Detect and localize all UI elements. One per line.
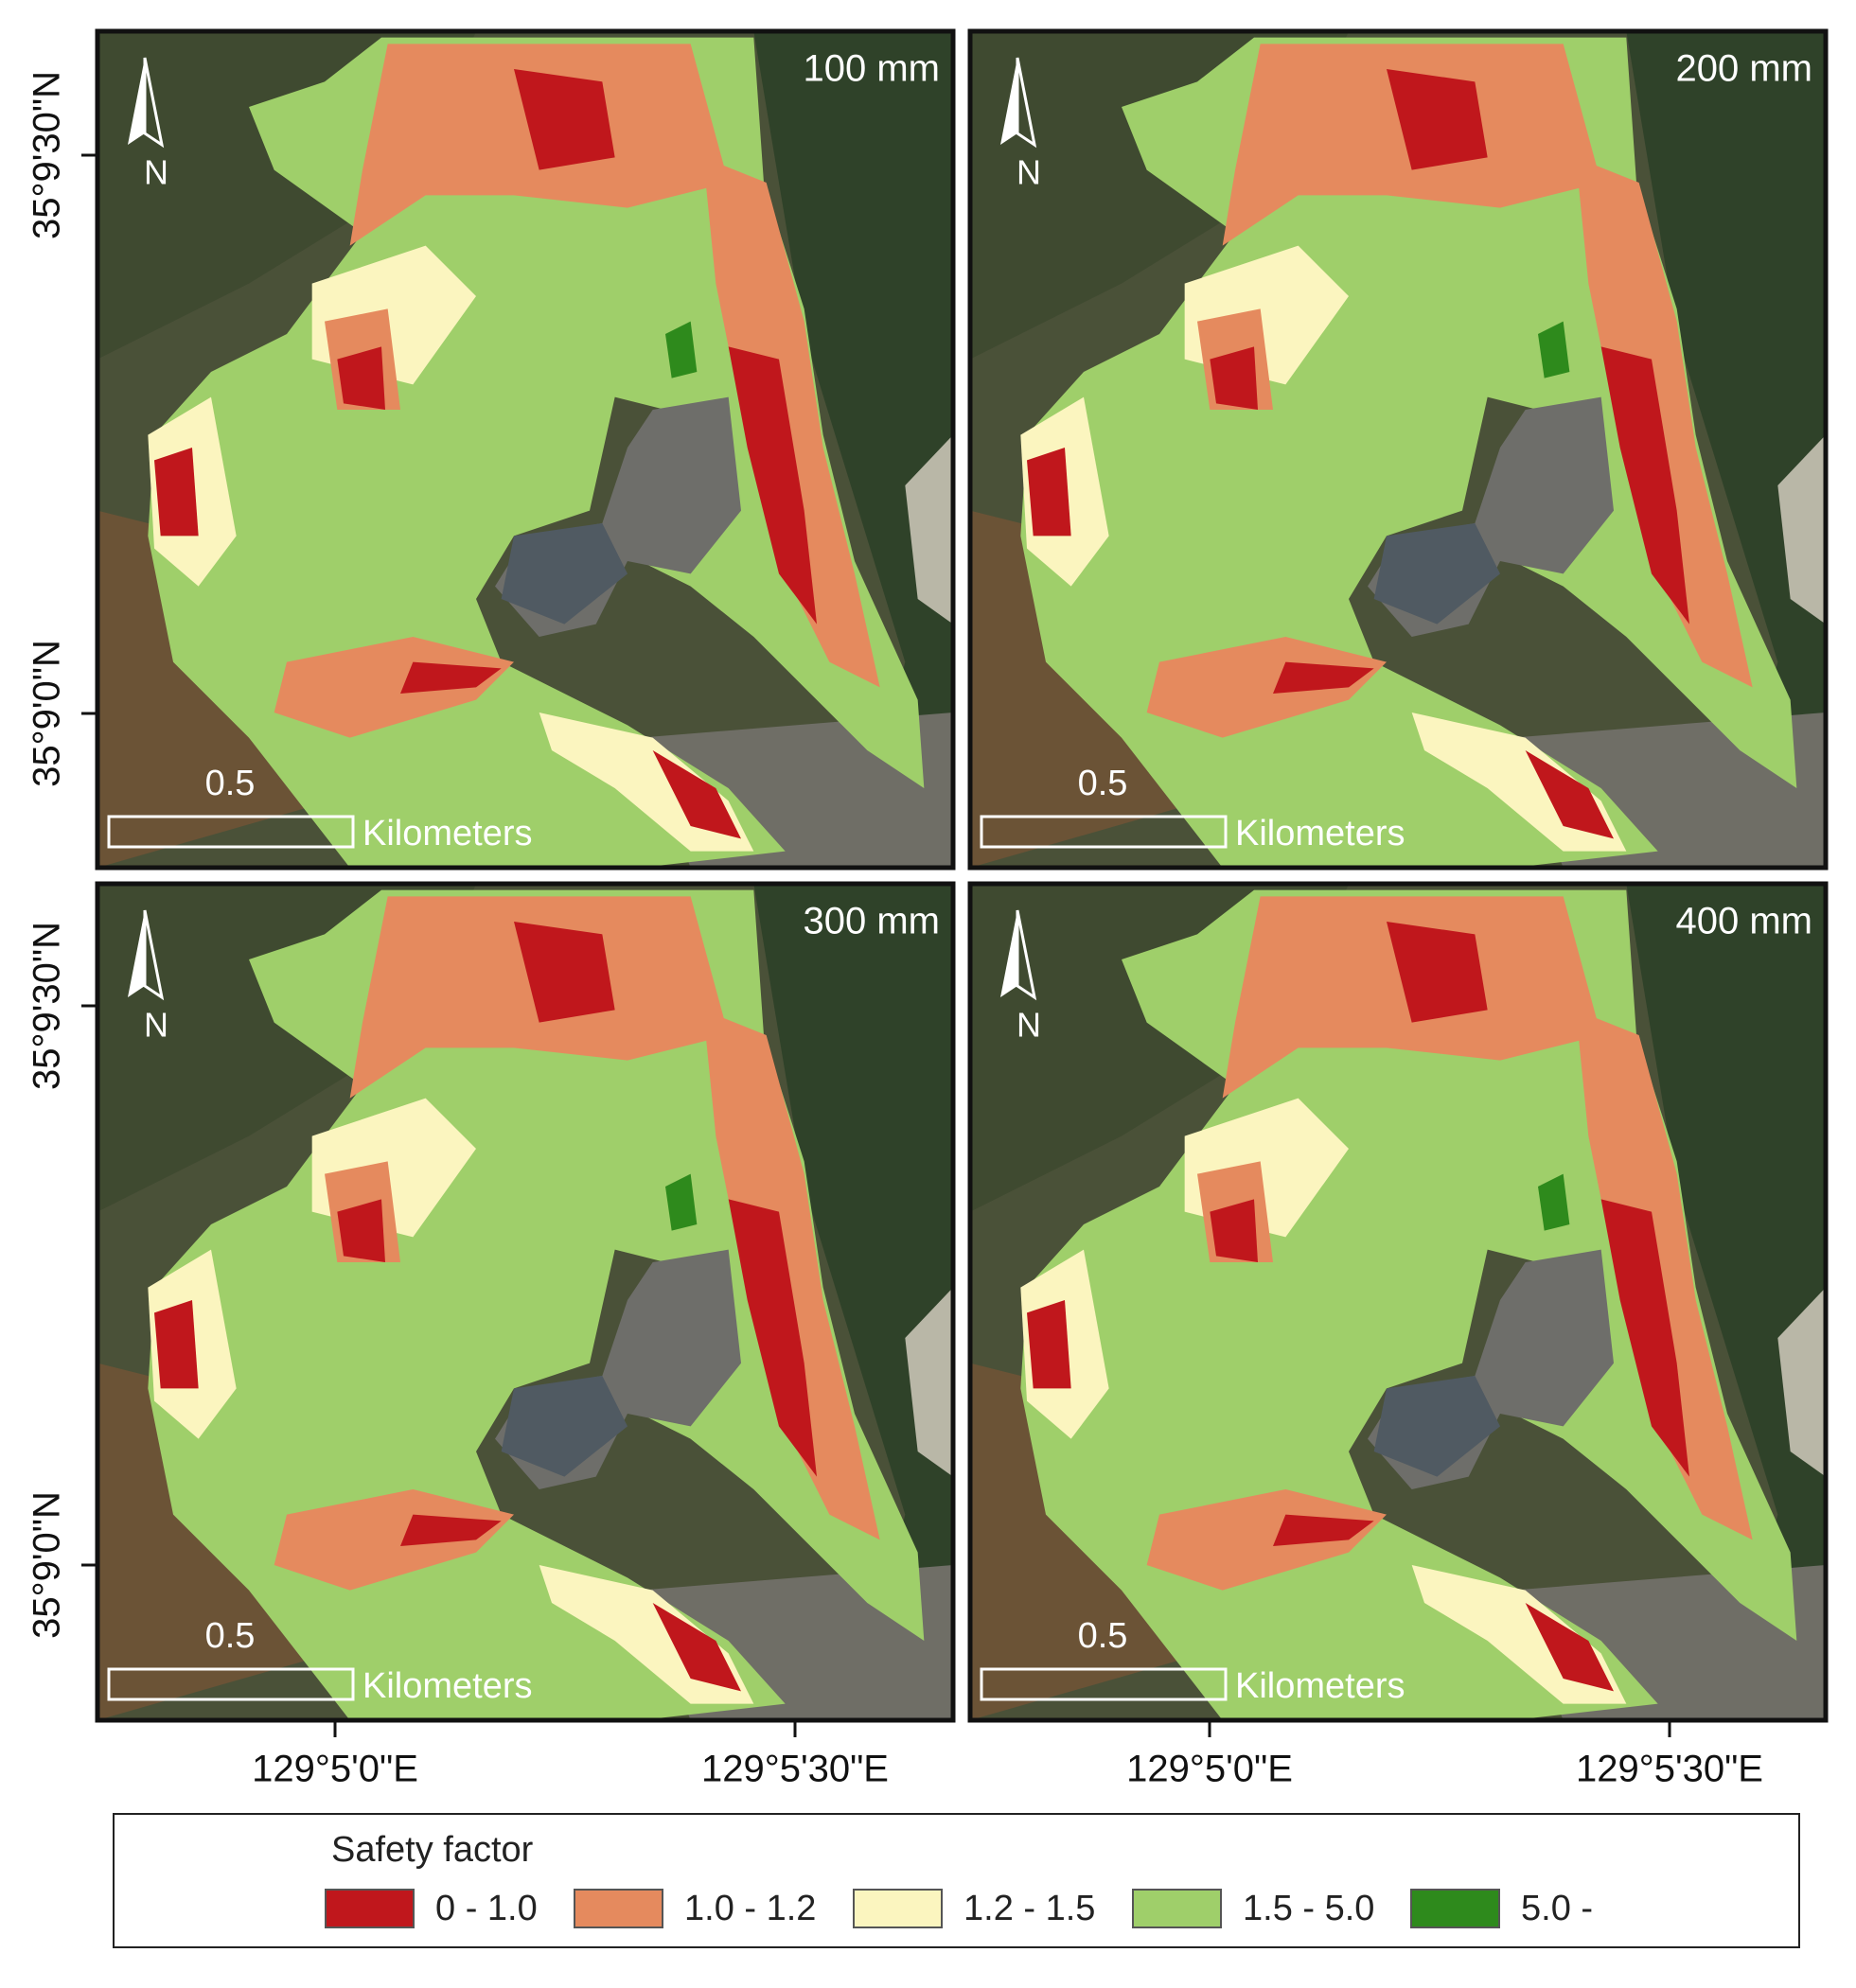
panel-frame: [95, 881, 956, 1723]
panel-label: 100 mm: [804, 48, 941, 90]
legend-label: 1.5 - 5.0: [1243, 1889, 1374, 1928]
north-arrow: [1000, 910, 1017, 997]
scale-distance: 0.5: [1078, 1616, 1128, 1656]
north-arrow: [128, 910, 145, 997]
scale-distance: 0.5: [205, 764, 256, 803]
legend-label: 1.2 - 1.5: [963, 1889, 1095, 1928]
scale-distance: 0.5: [205, 1616, 256, 1656]
north-arrow-outline: [1016, 57, 1037, 149]
legend-label: 0 - 1.0: [435, 1889, 538, 1928]
scale-bar: [980, 1667, 1228, 1701]
north-arrow: [128, 58, 145, 145]
north-label: N: [144, 1006, 168, 1045]
panel-label: 400 mm: [1676, 901, 1813, 942]
legend-label: 5.0 -: [1521, 1889, 1593, 1928]
north-arrow-outline: [1016, 909, 1037, 1001]
north-label: N: [144, 153, 168, 192]
lon-label: 129°5'30"E: [1576, 1749, 1763, 1790]
panel-frame: [967, 28, 1829, 871]
map-panel: 100 mm N 0.5 Kilometers: [95, 28, 956, 871]
scale-bar: [107, 1667, 355, 1701]
lat-label: 35°9'0"N: [27, 640, 68, 787]
scale-distance: 0.5: [1078, 764, 1128, 803]
map-panel: 300 mm N 0.5 Kilometers: [95, 881, 956, 1723]
map-image: [97, 31, 953, 868]
north-label: N: [1016, 153, 1041, 192]
legend-label: 1.0 - 1.2: [684, 1889, 816, 1928]
map-image: [970, 884, 1826, 1720]
panel-label: 300 mm: [804, 901, 941, 942]
lat-label: 35°9'30"N: [27, 922, 68, 1090]
lon-label: 129°5'0"E: [252, 1749, 418, 1790]
legend-swatch: [574, 1889, 663, 1928]
legend-swatch: [853, 1889, 943, 1928]
scale-unit: Kilometers: [362, 1666, 533, 1706]
north-arrow: [1000, 58, 1017, 145]
map-image: [97, 884, 953, 1720]
scale-unit: Kilometers: [1235, 814, 1405, 853]
lat-label: 35°9'30"N: [27, 71, 68, 239]
scale-unit: Kilometers: [1235, 1666, 1405, 1706]
legend-swatch: [325, 1889, 415, 1928]
lat-label: 35°9'0"N: [27, 1491, 68, 1639]
legend-title: Safety factor: [331, 1830, 534, 1870]
north-label: N: [1016, 1006, 1041, 1045]
lon-label: 129°5'30"E: [701, 1749, 889, 1790]
map-panel: 400 mm N 0.5 Kilometers: [967, 881, 1829, 1723]
lon-label: 129°5'0"E: [1126, 1749, 1293, 1790]
north-arrow-outline: [143, 909, 165, 1001]
map-image: [970, 31, 1826, 868]
legend-swatch: [1410, 1889, 1500, 1928]
panel-label: 200 mm: [1676, 48, 1813, 90]
map-panel: 200 mm N 0.5 Kilometers: [967, 28, 1829, 871]
scale-bar: [107, 815, 355, 849]
scale-unit: Kilometers: [362, 814, 533, 853]
panel-frame: [95, 28, 956, 871]
panel-frame: [967, 881, 1829, 1723]
legend-swatch: [1132, 1889, 1222, 1928]
scale-bar: [980, 815, 1228, 849]
north-arrow-outline: [143, 57, 165, 149]
